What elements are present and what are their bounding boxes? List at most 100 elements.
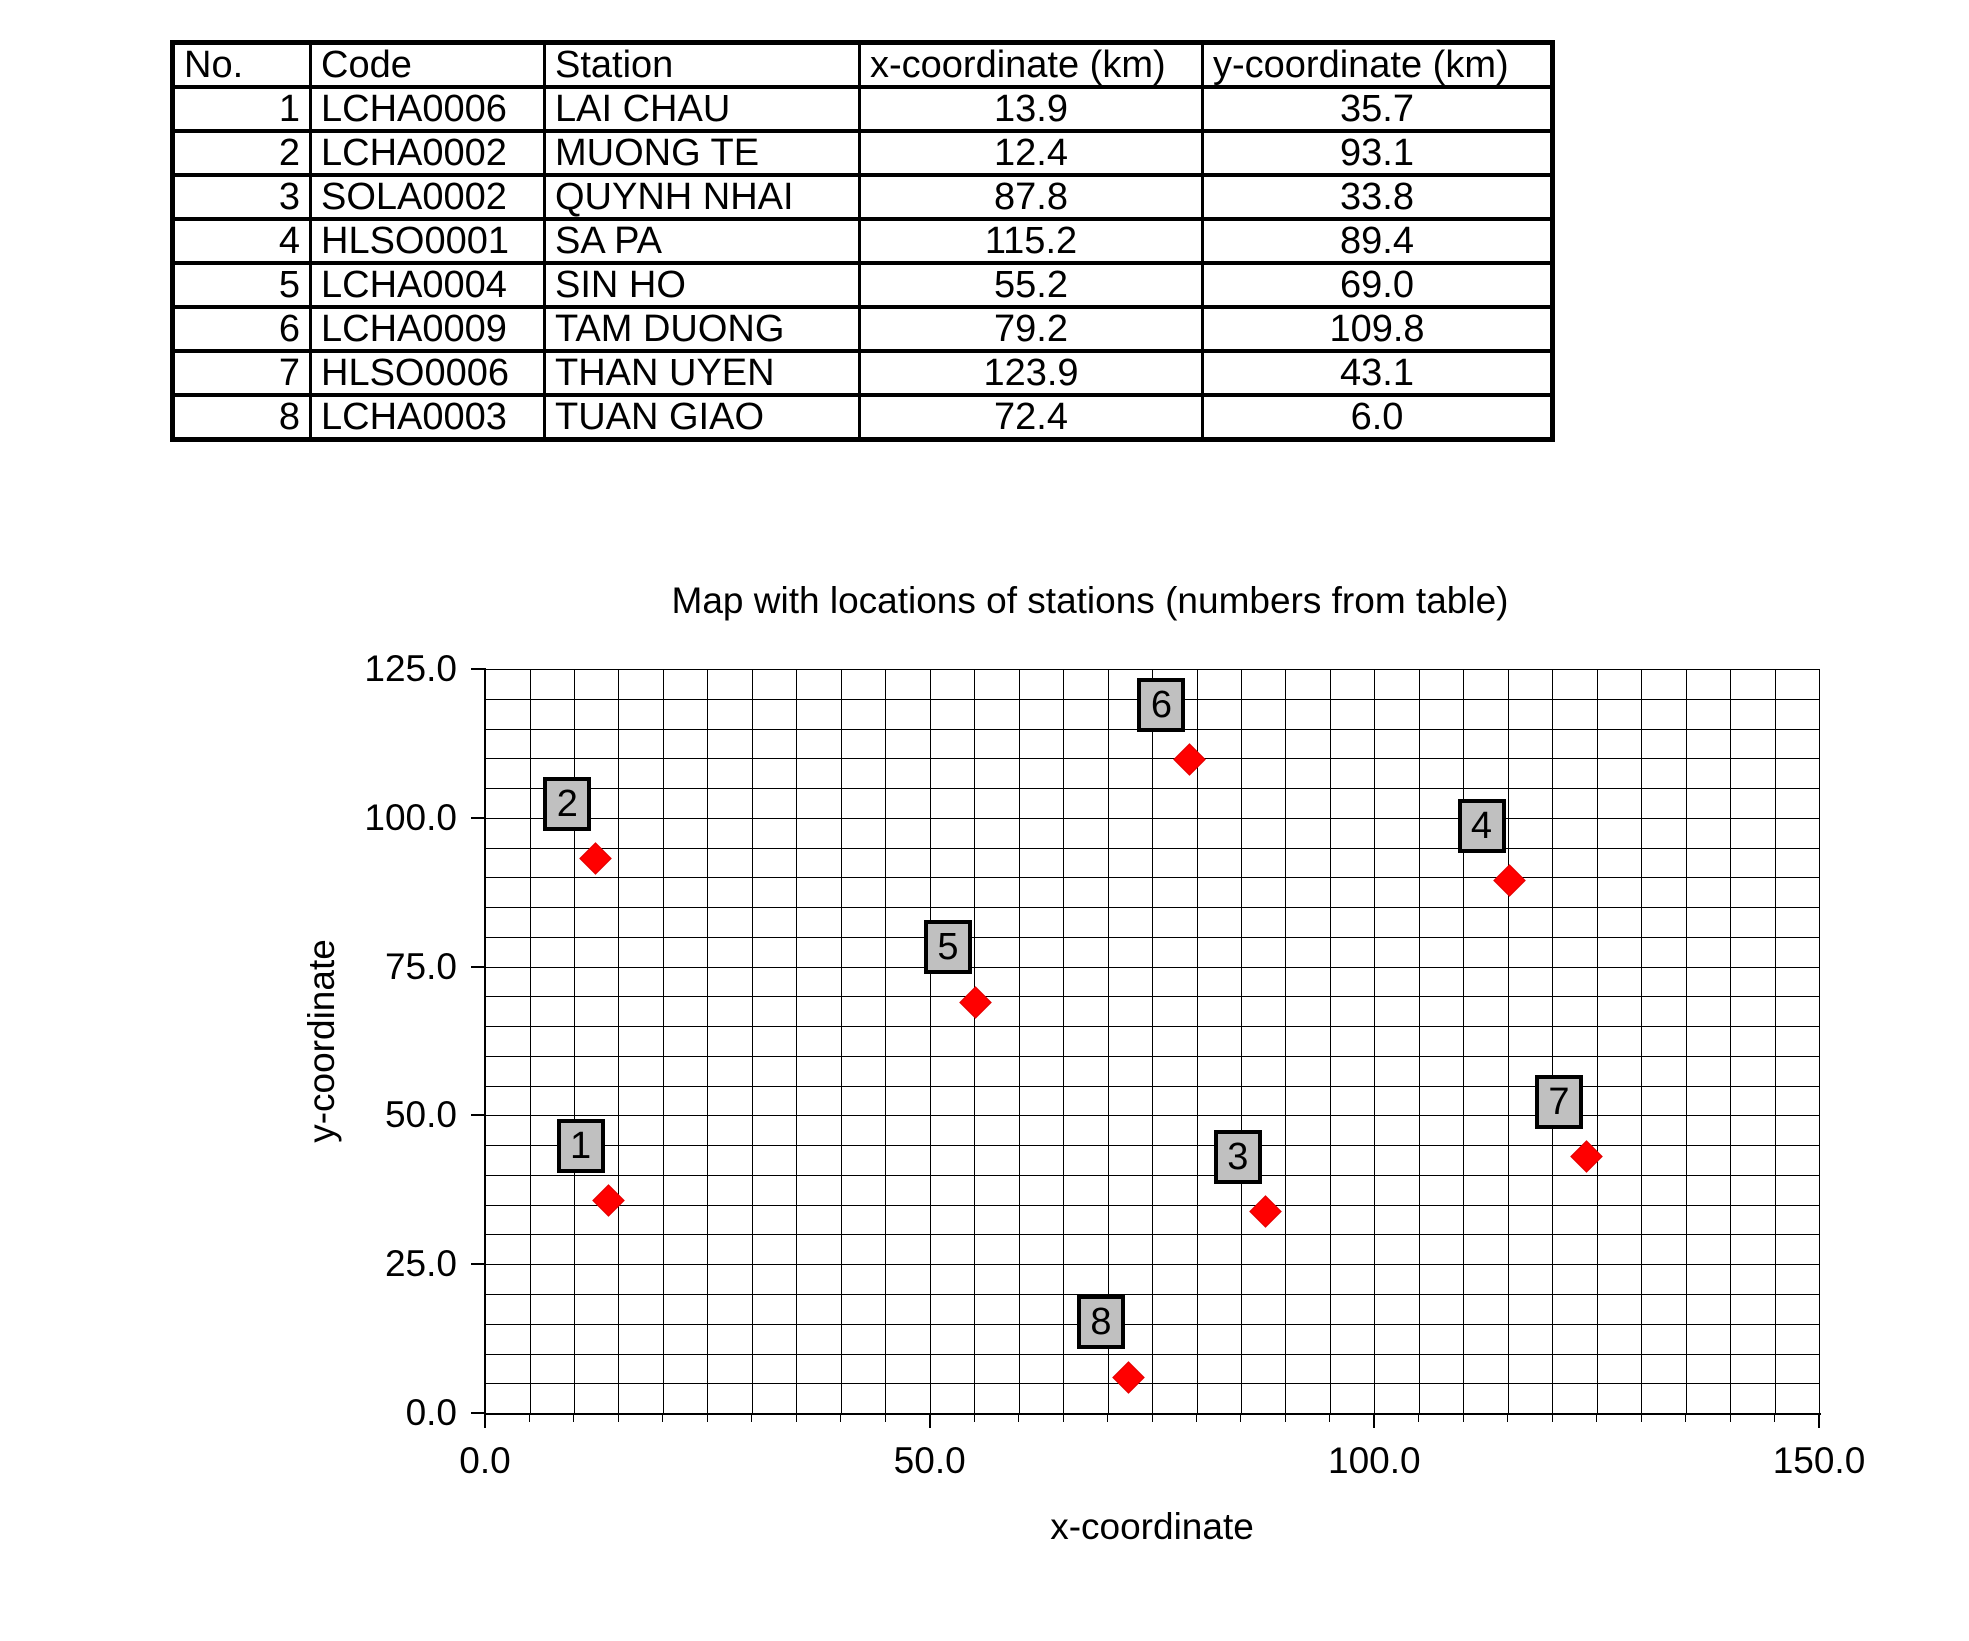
table-row: 6 LCHA0009 TAM DUONG 79.2 109.8: [171, 305, 1554, 353]
table-row: 2 LCHA0002 MUONG TE 12.4 93.1: [171, 129, 1554, 177]
table-cell: 72.4: [858, 393, 1204, 442]
table-cell: HLSO0001: [309, 217, 546, 265]
station-marker-diamond: [1493, 864, 1526, 898]
x-minor-tick: [751, 1415, 753, 1422]
station-table-body: 1 LCHA0006 LAI CHAU 13.9 35.7 2 LCHA0002 MUONG …: [171, 85, 1554, 442]
y-tick-label: 50.0: [384, 1094, 457, 1136]
gridline-horizontal: [485, 1055, 1819, 1057]
gridline-horizontal: [485, 1294, 1819, 1295]
table-row: 1 LCHA0006 LAI CHAU 13.9 35.7: [171, 85, 1554, 133]
table-cell: 43.1: [1201, 349, 1554, 397]
table-cell: 6.0: [1201, 393, 1554, 442]
table-row: 5 LCHA0004 SIN HO 55.2 69.0: [171, 261, 1554, 309]
x-minor-tick: [1774, 1415, 1775, 1422]
table-header-cell: Station: [543, 40, 861, 89]
gridline-horizontal: [485, 788, 1819, 789]
gridline-horizontal: [485, 877, 1819, 879]
x-tick-label: 50.0: [893, 1440, 966, 1481]
gridline-vertical: [707, 669, 709, 1413]
y-tick-label: 25.0: [384, 1243, 457, 1285]
gridline-horizontal: [485, 1174, 1819, 1176]
gridline-vertical: [1063, 669, 1065, 1413]
y-major-tick: [471, 1263, 485, 1266]
station-marker-diamond: [1249, 1195, 1283, 1229]
table-cell: LCHA0009: [309, 305, 546, 353]
gridline-horizontal: [485, 1264, 1819, 1266]
y-axis-line: [484, 668, 486, 1415]
x-major-tick: [928, 1415, 931, 1428]
gridline-vertical: [1641, 669, 1643, 1413]
gridline-horizontal: [485, 907, 1819, 909]
table-cell: 3: [171, 173, 312, 221]
gridline-horizontal: [485, 1204, 1819, 1206]
table-cell: 89.4: [1201, 217, 1554, 265]
table-row: 7 HLSO0006 THAN UYEN 123.9 43.1: [171, 349, 1554, 397]
table-row: 8 LCHA0003 TUAN GIAO 72.4 6.0: [171, 393, 1554, 442]
x-minor-tick: [1062, 1415, 1064, 1422]
x-minor-tick: [1640, 1415, 1642, 1422]
y-tick-label: 0.0: [405, 1392, 457, 1433]
table-cell: QUYNH NHAI: [543, 173, 861, 221]
table-cell: HLSO0006: [309, 349, 546, 397]
y-tick-label: 100.0: [364, 796, 457, 838]
gridline-vertical: [1329, 669, 1331, 1413]
y-major-tick: [471, 816, 485, 819]
gridline-horizontal: [485, 1085, 1819, 1087]
y-tick-label: 125.0: [364, 648, 457, 689]
table-cell: LAI CHAU: [543, 85, 861, 133]
x-minor-tick: [1685, 1415, 1687, 1422]
table-cell: SOLA0002: [309, 173, 546, 221]
gridline-horizontal: [485, 1234, 1819, 1236]
x-minor-tick: [1596, 1415, 1598, 1422]
gridline-horizontal: [485, 669, 1819, 670]
x-minor-tick: [1329, 1415, 1331, 1422]
station-table-header: No. Code Station x-coordinate (km) y-coordin…: [171, 40, 1554, 89]
x-minor-tick: [1551, 1415, 1553, 1422]
table-cell: LCHA0003: [309, 393, 546, 442]
gridline-vertical: [929, 669, 931, 1413]
table-cell: LCHA0002: [309, 129, 546, 177]
table-cell: 87.8: [858, 173, 1204, 221]
station-number-label: 7: [1534, 1074, 1583, 1129]
gridline-vertical: [840, 669, 842, 1413]
x-minor-tick: [1240, 1415, 1242, 1422]
gridline-vertical: [1018, 669, 1020, 1413]
table-cell: 4: [171, 217, 312, 265]
y-major-tick: [471, 1412, 485, 1414]
table-cell: 109.8: [1201, 305, 1554, 353]
station-number-label: 1: [556, 1118, 605, 1173]
station-marker-diamond: [1173, 743, 1206, 776]
table-cell: SA PA: [543, 217, 861, 265]
gridline-horizontal: [485, 936, 1819, 938]
gridline-horizontal: [485, 1353, 1819, 1355]
x-major-tick: [1373, 1415, 1376, 1428]
table-cell: THAN UYEN: [543, 349, 861, 397]
gridline-vertical: [662, 669, 664, 1413]
gridline-vertical: [751, 669, 753, 1413]
y-major-tick: [471, 965, 485, 968]
x-minor-tick: [973, 1415, 975, 1422]
station-number-label: 6: [1137, 677, 1186, 732]
table-cell: 8: [171, 393, 312, 442]
station-number-label: 8: [1076, 1295, 1125, 1350]
station-marker-diamond: [959, 986, 993, 1019]
table-cell: 1: [171, 85, 312, 133]
x-minor-tick: [1151, 1415, 1153, 1422]
station-table: No. Code Station x-coordinate (km) y-coordin…: [170, 40, 1555, 442]
gridline-vertical: [1374, 669, 1376, 1413]
x-minor-tick: [573, 1415, 575, 1422]
x-minor-tick: [1196, 1415, 1197, 1422]
x-axis-title: x-coordinate: [1050, 1506, 1254, 1547]
gridline-vertical: [1685, 669, 1687, 1413]
gridline-vertical: [529, 669, 531, 1413]
station-number-label: 3: [1213, 1129, 1262, 1184]
x-tick-label: 100.0: [1328, 1440, 1421, 1481]
x-major-tick: [1818, 1415, 1820, 1428]
gridline-horizontal: [485, 817, 1819, 819]
table-cell: LCHA0004: [309, 261, 546, 309]
table-cell: 6: [171, 305, 312, 353]
gridline-horizontal: [485, 1115, 1819, 1117]
x-minor-tick: [1729, 1415, 1731, 1422]
table-header-cell: Code: [309, 40, 546, 89]
x-major-tick: [484, 1415, 486, 1428]
